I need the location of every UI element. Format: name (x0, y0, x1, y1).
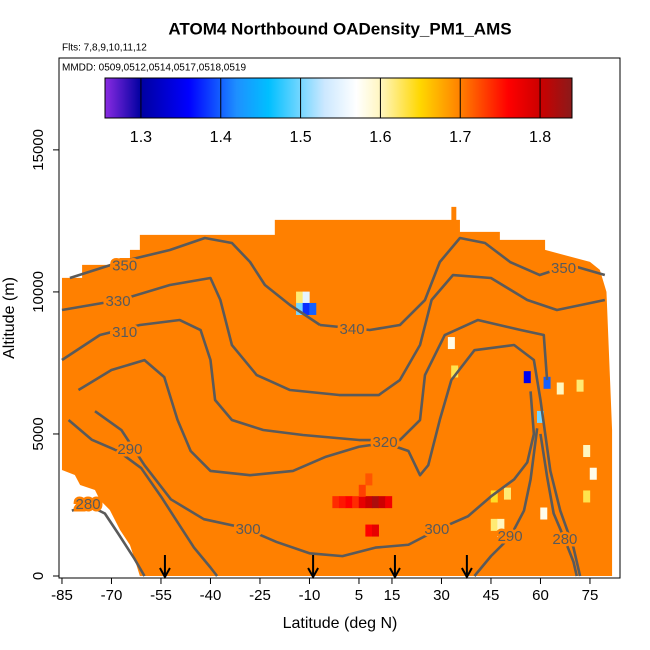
data-cell (365, 473, 373, 486)
data-cell (352, 496, 360, 509)
y-axis-label: Altitude (m) (1, 277, 18, 359)
data-cell (371, 496, 379, 509)
data-cell (583, 490, 591, 503)
x-tick-label: 30 (433, 587, 450, 604)
y-tick-label: 15000 (30, 129, 47, 171)
x-axis-label: Latitude (deg N) (283, 615, 398, 632)
data-cell (540, 507, 548, 520)
flight-arrow (389, 555, 401, 580)
x-tick-label: -25 (249, 587, 271, 604)
contour-label: 290 (498, 528, 523, 545)
colorbar-tick-label: 1.7 (449, 129, 471, 146)
colorbar-tick-label: 1.6 (369, 129, 391, 146)
data-cell (296, 291, 304, 304)
data-cell (371, 524, 379, 537)
flight-arrow (307, 555, 319, 580)
x-tick-label: -85 (51, 587, 73, 604)
data-cell (576, 379, 584, 392)
contour-line (61, 318, 549, 442)
data-cell (447, 337, 455, 350)
contour-label: 290 (117, 441, 142, 458)
subtitle: Flts: 7,8,9,10,11,12 (62, 43, 147, 54)
data-cell (365, 524, 373, 537)
flight-arrow (461, 555, 473, 580)
colorbar (104, 77, 573, 119)
contour-label: 350 (112, 257, 137, 274)
x-tick-label: 5 (355, 587, 363, 604)
contour-label: 280 (76, 496, 101, 513)
contour-label: 340 (340, 321, 365, 338)
data-cell (338, 496, 346, 509)
plot-area: 350 330 310 340 350 320 290 280 300 300 290 280 (61, 206, 613, 577)
data-cell (503, 487, 511, 500)
field (61, 206, 613, 577)
x-tick-label: -40 (200, 587, 222, 604)
x-tick-label: 75 (582, 587, 599, 604)
contour-line (69, 236, 321, 327)
data-cell (490, 490, 498, 503)
data-cell (378, 496, 386, 509)
flight-arrow (159, 555, 171, 580)
y-tick-label: 0 (30, 572, 47, 580)
data-cell (302, 302, 310, 315)
data-cell (302, 291, 310, 304)
contour-line (67, 419, 219, 577)
colorbar-tick-label: 1.3 (130, 129, 152, 146)
contour-line (319, 236, 606, 332)
colorbar-tick-label: 1.5 (289, 129, 311, 146)
data-cell (451, 365, 459, 378)
contour-line (77, 343, 582, 577)
data-cell (497, 530, 505, 543)
x-tick-label: 45 (483, 587, 500, 604)
data-cell (385, 496, 393, 509)
data-cell (523, 371, 531, 384)
y-tick-label: 5000 (30, 417, 47, 450)
colorbar-tick-label: 1.4 (210, 129, 232, 146)
contour-label: 280 (552, 531, 577, 548)
x-tick-label: -10 (299, 587, 321, 604)
contour-label: 350 (551, 260, 576, 277)
contour-label: 330 (106, 293, 131, 310)
data-cell (345, 496, 353, 509)
data-cell (536, 410, 544, 423)
contour-label: 310 (112, 324, 137, 341)
contour-line (71, 503, 146, 577)
overlay: -85 -70 -55 -40 -25 -10 5 15 30 45 60 75 0 5000 10000 1… (30, 77, 599, 604)
data-cell (490, 518, 498, 531)
x-tick-label: 60 (532, 587, 549, 604)
chart-title: ATOM4 Northbound OADensity_PM1_AMS (168, 19, 511, 38)
x-tick-label: -70 (101, 587, 123, 604)
data-cell (332, 496, 340, 509)
data-cell (583, 445, 591, 458)
data-cell (296, 302, 304, 315)
colorbar-tick-label: 1.8 (529, 129, 551, 146)
contour-line (94, 391, 536, 558)
data-cell (358, 496, 366, 509)
contour-label: 300 (424, 521, 449, 538)
data-cell (589, 467, 597, 480)
y-tick-label: 10000 (30, 271, 47, 313)
plot-frame (58, 57, 621, 579)
contour-label: 300 (236, 521, 261, 538)
contour-line (473, 428, 539, 577)
data-cell (309, 302, 317, 315)
data-cell (497, 518, 505, 531)
contour-line (61, 273, 606, 397)
x-tick-label: 15 (384, 587, 401, 604)
data-cell (358, 484, 366, 497)
contour-label: 320 (373, 434, 398, 451)
annotation: MMDD: 0509,0512,0514,0517,0518,0519 (62, 63, 246, 74)
contour-line (539, 433, 579, 577)
x-tick-label: -55 (150, 587, 172, 604)
data-cell (543, 376, 551, 389)
data-cell (365, 496, 373, 509)
data-cell (556, 382, 564, 395)
